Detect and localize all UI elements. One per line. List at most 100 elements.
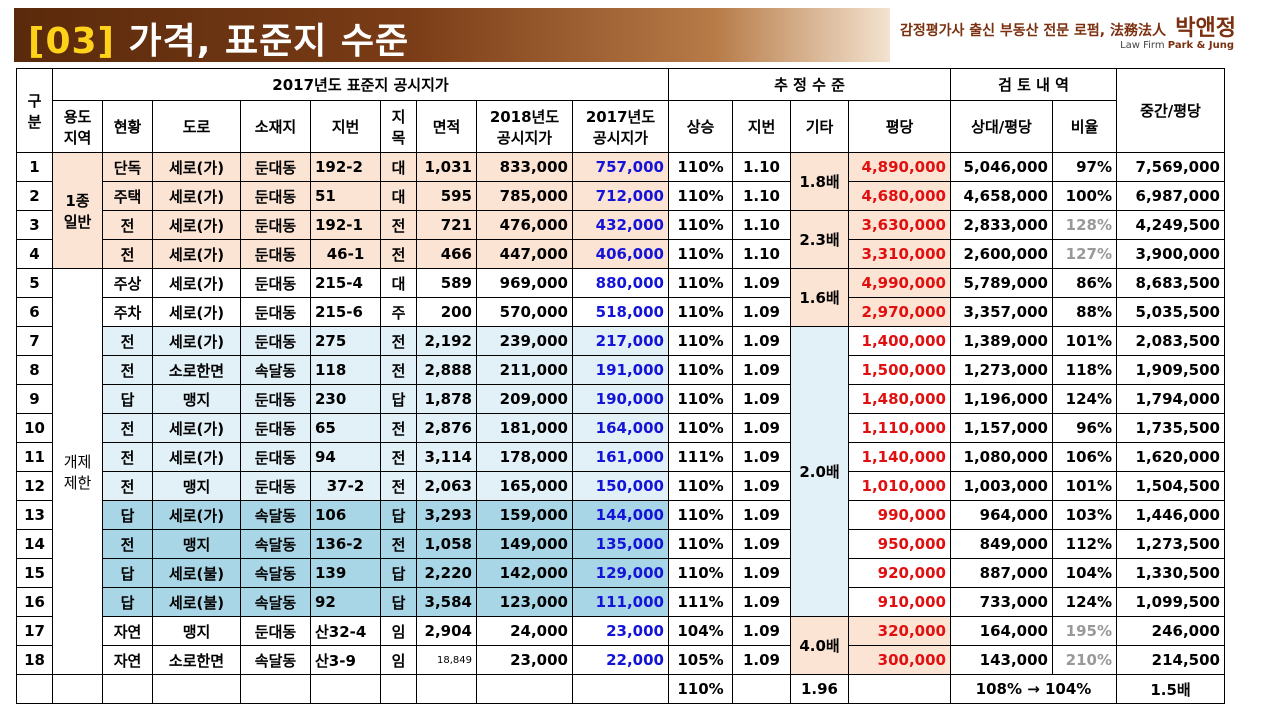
pyeong-cell: 950,000 [848,529,951,559]
row-number: 2 [16,181,53,211]
rise-cell: 110% [668,529,733,559]
median-cell: 1,099,500 [1116,587,1225,617]
ratio-cell: 195% [1052,616,1117,646]
footer-empty-cell [416,674,477,704]
jimok-cell: 답 [380,384,417,414]
median-cell: 1,620,000 [1116,442,1225,472]
location-cell: 둔대동 [240,413,311,443]
ratio-cell: 104% [1052,558,1117,588]
road-cell: 소로한면 [152,645,241,675]
slide-header: [03] 가격, 표준지 수준 감정평가사 출신 부동산 전문 로펌, 法務法人… [0,0,1280,66]
table-row: 2 주택 세로(가) 둔대동 51 대 595 785,000 712,000 110% 1.10 4… [16,181,1225,211]
location-cell: 둔대동 [240,268,311,298]
row-number: 1 [16,152,53,182]
row-number: 18 [16,645,53,675]
price-2018-cell: 211,000 [476,355,573,385]
header-group-review: 검 토 내 역 [950,68,1117,101]
pyeong-cell: 990,000 [848,500,951,530]
table-row: 17 자연 맹지 둔대동 산32-4 임 2,904 24,000 23,000 104% 1.09… [16,616,1225,675]
relative-cell: 1,080,000 [950,442,1053,472]
price-2017-cell: 135,000 [572,529,669,559]
relative-cell: 5,789,000 [950,268,1053,298]
relative-cell: 964,000 [950,500,1053,530]
footer-empty-cell [848,674,951,704]
price-2018-cell: 142,000 [476,558,573,588]
relative-cell: 1,003,000 [950,471,1053,501]
header-relative: 상대/평당 [950,100,1053,153]
location-cell: 둔대동 [240,239,311,269]
header-group-2017: 2017년도 표준지 공시지가 [52,68,669,101]
location-cell: 둔대동 [240,616,311,646]
other-factor-cell: 4.0배 [790,616,849,675]
price-2018-cell: 969,000 [476,268,573,298]
jimok-cell: 임 [380,616,417,646]
relative-cell: 4,658,000 [950,181,1053,211]
ratio-cell: 103% [1052,500,1117,530]
location-cell: 둔대동 [240,471,311,501]
header-rise: 상승 [668,100,733,153]
status-cell: 전 [102,413,153,443]
pyeong-cell: 1,140,000 [848,442,951,472]
lot-cell: 92 [310,587,381,617]
price-2017-cell: 406,000 [572,239,669,269]
road-cell: 세로(가) [152,442,241,472]
ratio-cell: 112% [1052,529,1117,559]
footer-empty-cell [52,674,103,704]
price-2017-cell: 161,000 [572,442,669,472]
status-cell: 전 [102,442,153,472]
ratio-cell: 128% [1052,210,1117,240]
area-cell: 3,114 [416,442,477,472]
rise-cell: 110% [668,384,733,414]
location-cell: 둔대동 [240,181,311,211]
lot-factor-cell: 1.09 [732,558,791,588]
price-2017-cell: 880,000 [572,268,669,298]
area-cell: 2,220 [416,558,477,588]
area-cell: 2,876 [416,413,477,443]
table-footer-row: 110% 1.96 108% → 104% 1.5배 [16,674,1225,704]
status-cell: 자연 [102,645,153,675]
table-row: 10 전 세로(가) 둔대동 65 전 2,876 181,000 164,000 110% 1.0… [16,413,1225,443]
relative-cell: 143,000 [950,645,1053,675]
ratio-cell: 127% [1052,239,1117,269]
header-gu: 구분 [16,68,53,153]
pyeong-cell: 300,000 [848,645,951,675]
road-cell: 세로(가) [152,268,241,298]
header-road: 도로 [152,100,241,153]
status-cell: 주차 [102,297,153,327]
ratio-cell: 100% [1052,181,1117,211]
other-factor-cell: 2.3배 [790,210,849,269]
jimok-cell: 대 [380,152,417,182]
lot-factor-cell: 1.09 [732,587,791,617]
road-cell: 세로(불) [152,587,241,617]
rise-cell: 110% [668,471,733,501]
footer-empty-cell [476,674,573,704]
location-cell: 속달동 [240,529,311,559]
road-cell: 맹지 [152,471,241,501]
price-2018-cell: 178,000 [476,442,573,472]
price-2017-cell: 191,000 [572,355,669,385]
status-cell: 주상 [102,268,153,298]
price-2018-cell: 181,000 [476,413,573,443]
row-number: 5 [16,268,53,298]
lot-factor-cell: 1.09 [732,268,791,298]
pyeong-cell: 4,890,000 [848,152,951,182]
rise-cell: 110% [668,413,733,443]
relative-cell: 1,389,000 [950,326,1053,356]
row-number: 13 [16,500,53,530]
lot-cell: 118 [310,355,381,385]
row-number: 12 [16,471,53,501]
price-2018-cell: 23,000 [476,645,573,675]
status-cell: 단독 [102,152,153,182]
lot-factor-cell: 1.09 [732,384,791,414]
lot-cell: 46-1 [310,239,381,269]
footer-empty-cell [102,674,153,704]
price-2018-cell: 209,000 [476,384,573,414]
road-cell: 세로(가) [152,239,241,269]
price-2018-cell: 570,000 [476,297,573,327]
road-cell: 세로(가) [152,181,241,211]
price-2017-cell: 757,000 [572,152,669,182]
relative-cell: 733,000 [950,587,1053,617]
title-banner: [03] 가격, 표준지 수준 [14,8,890,62]
ratio-cell: 101% [1052,471,1117,501]
price-2017-cell: 150,000 [572,471,669,501]
